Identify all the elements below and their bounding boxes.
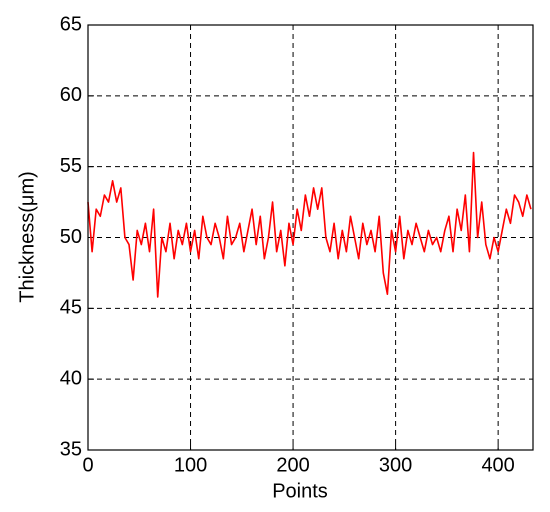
y-tick-label: 45 [60, 297, 82, 319]
x-tick-label: 100 [174, 454, 207, 476]
y-tick-label: 50 [60, 226, 82, 248]
y-tick-label: 65 [60, 13, 82, 35]
y-tick-label: 55 [60, 155, 82, 177]
plot-frame [87, 24, 534, 451]
y-tick-label: 40 [60, 367, 82, 389]
data-line [87, 151, 532, 298]
x-tick-label: 200 [276, 454, 309, 476]
x-tick-label: 400 [481, 454, 514, 476]
x-tick-label: 0 [82, 454, 93, 476]
y-tick-label: 60 [60, 84, 82, 106]
y-axis-label: Thickness(μm) [16, 171, 38, 303]
x-tick-label: 300 [379, 454, 412, 476]
x-axis-label: Points [272, 480, 328, 502]
y-tick-label: 35 [60, 438, 82, 460]
